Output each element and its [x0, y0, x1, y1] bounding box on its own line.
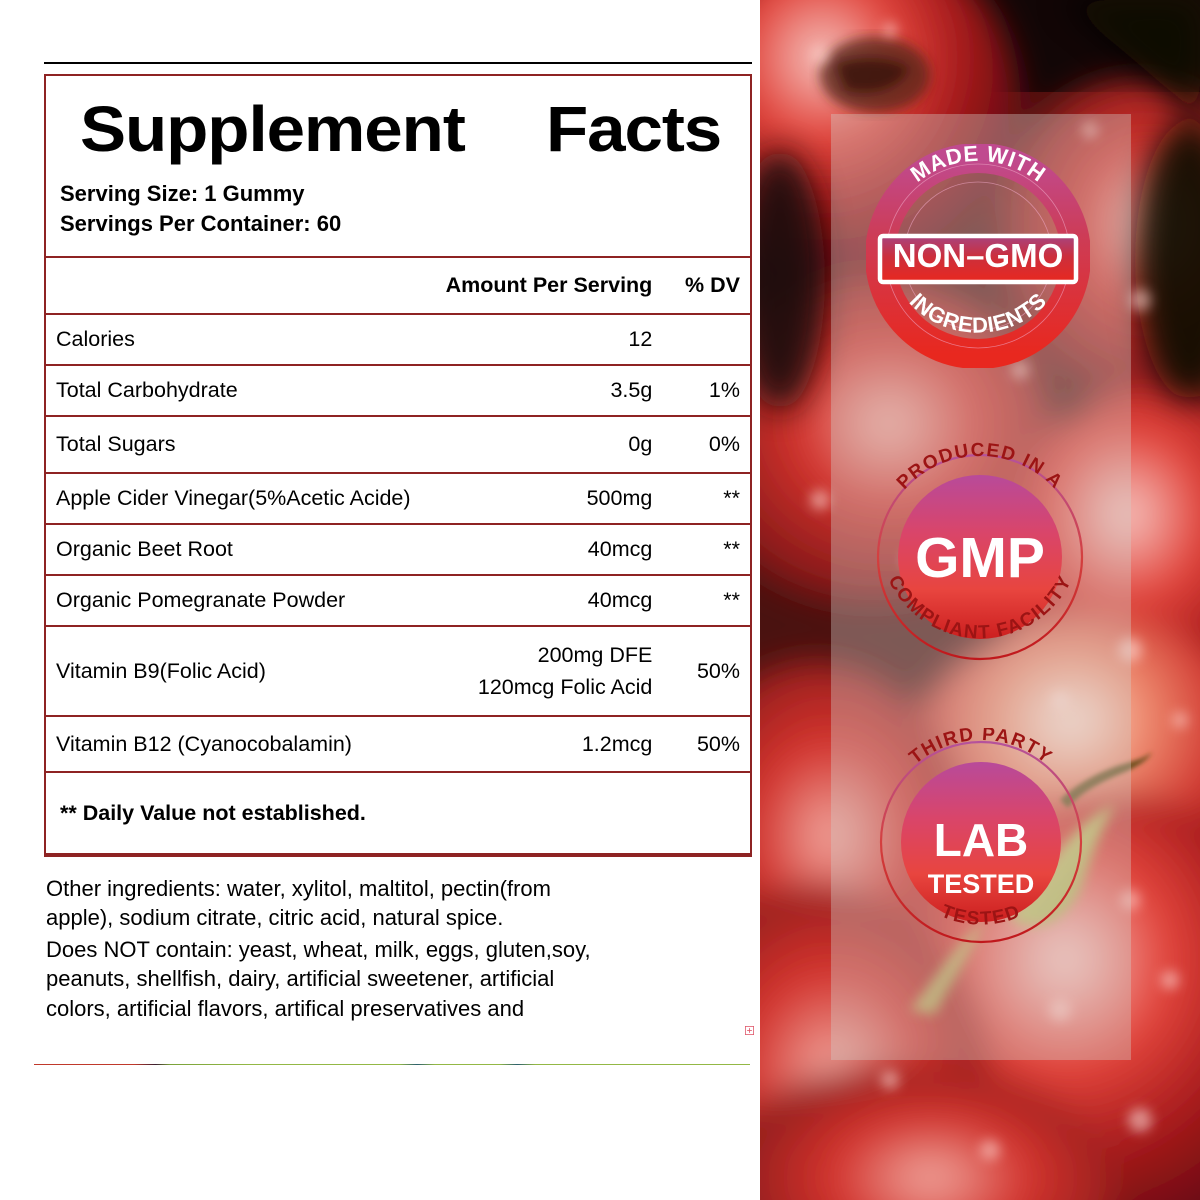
svg-text:MADE WITH: MADE WITH [906, 144, 1051, 187]
svg-text:TESTED: TESTED [928, 869, 1035, 899]
svg-text:GMP: GMP [915, 526, 1045, 590]
svg-text:NON–GMO: NON–GMO [893, 237, 1064, 274]
svg-text:LAB: LAB [934, 814, 1029, 866]
